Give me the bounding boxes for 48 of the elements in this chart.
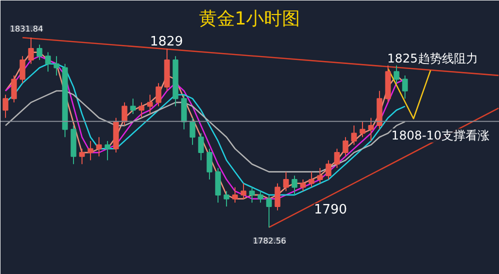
candlestick [240, 182, 246, 200]
candlestick [88, 140, 94, 161]
candlestick [130, 98, 136, 114]
candlestick [79, 148, 85, 165]
candlestick [147, 94, 153, 114]
candlestick [368, 117, 374, 142]
candlestick [36, 44, 42, 61]
candlestick [122, 102, 128, 126]
annotation: 1790 [314, 202, 348, 218]
candlestick [54, 56, 60, 76]
annotation: 1829 [150, 34, 184, 50]
candlestick [232, 186, 238, 204]
candlestick [394, 63, 400, 84]
candlestick [2, 94, 8, 118]
candlestick [258, 190, 264, 204]
candlestick [190, 117, 196, 146]
text: 1831.84 [10, 24, 44, 34]
candlestick [11, 74, 17, 103]
candlestick [104, 140, 110, 161]
candlestick [181, 94, 187, 130]
candlestick [334, 148, 340, 168]
candlestick [317, 167, 323, 184]
candlestick [283, 171, 289, 192]
text: 1782.56 [252, 236, 286, 246]
candlestick [198, 132, 204, 161]
chart-title: 黄金1小时图 [198, 8, 300, 30]
candlestick [300, 179, 306, 192]
candlestick [206, 148, 212, 180]
candlestick [20, 56, 26, 84]
candlestick [28, 37, 34, 64]
candlestick [402, 74, 408, 100]
candlestick [360, 121, 366, 138]
candlestick [274, 182, 280, 211]
candlestick [351, 125, 357, 146]
annotation: 1808-10支撑看涨 [391, 128, 490, 142]
candlestick [224, 190, 230, 208]
candlestick [266, 194, 272, 228]
candlestick [326, 160, 332, 180]
candlestick [156, 82, 162, 107]
candlestick [45, 52, 51, 72]
candlestick [308, 171, 314, 188]
candlestick [292, 175, 298, 196]
candlestick [138, 102, 144, 118]
candlestick [96, 136, 102, 157]
candlestick [215, 167, 221, 204]
candlestick [342, 136, 348, 157]
candlestick [249, 186, 255, 204]
annotation: 1825趋势线阻力 [387, 52, 478, 66]
